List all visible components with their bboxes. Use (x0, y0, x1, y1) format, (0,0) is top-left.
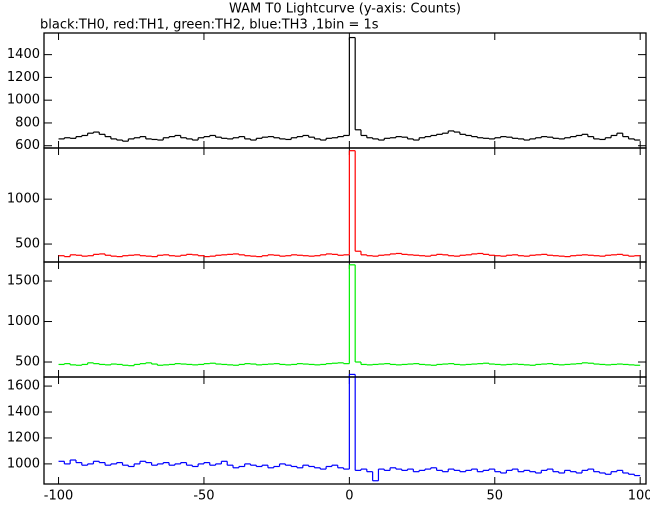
x-tick-label: 0 (345, 489, 353, 504)
x-tick-label: -50 (193, 489, 214, 504)
y-tick-label: 1400 (7, 405, 40, 420)
y-tick-label: 1500 (7, 274, 40, 289)
chart-title: WAM T0 Lightcurve (y-axis: Counts) (229, 2, 461, 17)
y-tick-label: 500 (15, 237, 40, 252)
chart-subtitle: black:TH0, red:TH1, green:TH2, blue:TH3 … (40, 18, 379, 33)
y-tick-label: 1200 (7, 70, 40, 85)
x-tick-label: -100 (44, 489, 74, 504)
y-tick-label: 1200 (7, 430, 40, 445)
y-tick-label: 1400 (7, 47, 40, 62)
panel-frame (43, 32, 647, 149)
y-tick-label: 1000 (7, 93, 40, 108)
y-tick-label: 500 (15, 355, 40, 370)
y-tick-label: 600 (15, 138, 40, 153)
panel-frame (43, 261, 647, 378)
panel-frame (43, 147, 647, 263)
y-tick-label: 1000 (7, 456, 40, 471)
y-tick-label: 1000 (7, 314, 40, 329)
y-tick-label: 1000 (7, 192, 40, 207)
x-tick-label: 100 (628, 489, 650, 504)
panel-frame (43, 376, 647, 485)
x-tick-label: 50 (486, 489, 503, 504)
y-tick-label: 800 (15, 115, 40, 130)
y-tick-label: 1600 (7, 379, 40, 394)
